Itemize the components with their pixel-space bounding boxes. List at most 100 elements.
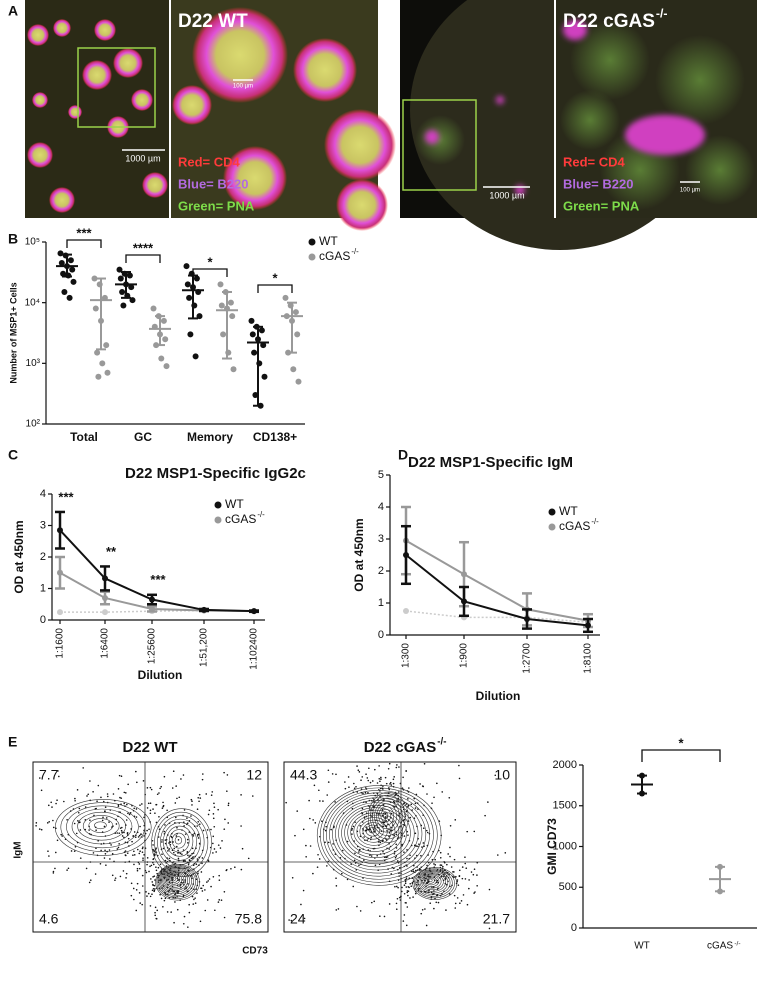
data-point bbox=[99, 360, 106, 367]
event-dot bbox=[183, 821, 185, 824]
series-line bbox=[405, 539, 589, 622]
event-dot bbox=[414, 807, 417, 809]
contour bbox=[376, 803, 397, 830]
event-dot bbox=[330, 828, 332, 831]
event-dot bbox=[370, 901, 373, 904]
y-tick-label: 4 bbox=[378, 501, 384, 513]
event-dot bbox=[370, 836, 372, 839]
y-tick-label: 5 bbox=[378, 469, 384, 481]
event-dot bbox=[365, 801, 367, 804]
event-dot bbox=[217, 901, 220, 903]
event-dot bbox=[135, 770, 137, 773]
event-dot bbox=[134, 836, 137, 838]
event-dot bbox=[240, 868, 243, 871]
contour bbox=[425, 876, 438, 886]
contour bbox=[77, 811, 126, 841]
contour bbox=[359, 819, 388, 843]
event-dot bbox=[412, 870, 415, 873]
event-dot bbox=[101, 819, 104, 822]
event-dot bbox=[192, 903, 195, 905]
event-dot bbox=[422, 785, 425, 788]
event-dot bbox=[396, 897, 399, 900]
event-dot bbox=[341, 872, 343, 875]
scale-bar-label: 1000 µm bbox=[125, 153, 160, 163]
event-dot bbox=[404, 879, 407, 881]
event-dot bbox=[124, 850, 127, 852]
significance-label: * bbox=[678, 735, 684, 750]
event-dot bbox=[152, 848, 154, 851]
event-dot bbox=[406, 891, 409, 894]
event-dot bbox=[141, 803, 143, 805]
event-dot bbox=[218, 879, 221, 881]
event-dot bbox=[123, 836, 125, 839]
event-dot bbox=[358, 864, 360, 867]
event-dot bbox=[223, 771, 225, 774]
event-dot bbox=[407, 804, 410, 807]
event-dot bbox=[240, 825, 242, 827]
event-dot bbox=[125, 872, 128, 875]
event-dot bbox=[380, 778, 382, 780]
event-dot bbox=[344, 781, 346, 783]
event-dot bbox=[241, 847, 244, 850]
event-dot bbox=[77, 820, 79, 822]
event-dot bbox=[73, 850, 76, 852]
event-dot bbox=[149, 905, 152, 907]
flow-title: D22 WT bbox=[122, 739, 177, 756]
event-dot bbox=[174, 901, 176, 903]
event-dot bbox=[455, 875, 457, 878]
data-point bbox=[128, 284, 135, 291]
event-dot bbox=[309, 845, 312, 847]
significance-bracket bbox=[125, 254, 161, 263]
event-dot bbox=[153, 875, 156, 877]
data-point bbox=[218, 302, 225, 309]
event-dot bbox=[217, 808, 219, 811]
event-dot bbox=[204, 889, 206, 891]
series-line bbox=[405, 554, 589, 627]
y-axis-label: OD at 450nm bbox=[352, 518, 366, 591]
event-dot bbox=[206, 881, 208, 883]
event-dot bbox=[402, 920, 405, 922]
event-dot bbox=[194, 897, 196, 899]
event-dot bbox=[403, 884, 406, 886]
event-dot bbox=[494, 774, 497, 777]
event-dot bbox=[219, 847, 222, 849]
event-dot bbox=[197, 833, 199, 836]
event-dot bbox=[126, 803, 128, 806]
contour bbox=[171, 832, 186, 849]
event-dot bbox=[126, 852, 129, 854]
event-dot bbox=[392, 782, 395, 785]
event-dot bbox=[406, 890, 409, 892]
event-dot bbox=[150, 878, 152, 880]
y-axis-label: GMI CD73 bbox=[545, 818, 559, 875]
event-dot bbox=[191, 895, 194, 898]
event-dot bbox=[361, 807, 364, 810]
event-dot bbox=[40, 789, 43, 792]
event-dot bbox=[145, 871, 148, 874]
event-dot bbox=[35, 824, 37, 827]
event-dot bbox=[163, 899, 166, 902]
significance-label: *** bbox=[76, 225, 92, 240]
event-dot bbox=[361, 812, 364, 815]
event-dot bbox=[108, 821, 110, 823]
y-tick-label: 10⁵ bbox=[25, 237, 40, 248]
event-dot bbox=[388, 832, 391, 834]
event-dot bbox=[104, 852, 107, 855]
stain-label: Red= CD4 bbox=[178, 154, 241, 169]
event-dot bbox=[136, 848, 139, 851]
event-dot bbox=[106, 795, 109, 798]
event-dot bbox=[212, 817, 215, 820]
x-tick-label-sup: -/- bbox=[734, 940, 740, 947]
significance-label: * bbox=[207, 254, 213, 269]
event-dot bbox=[424, 908, 426, 910]
event-dot bbox=[433, 863, 435, 865]
event-dot bbox=[346, 840, 349, 843]
flow-frame bbox=[32, 761, 269, 933]
event-dot bbox=[161, 841, 163, 843]
event-dot bbox=[142, 859, 144, 861]
event-dot bbox=[133, 898, 135, 901]
event-dot bbox=[191, 847, 194, 850]
event-dot bbox=[386, 856, 389, 858]
event-dot bbox=[100, 796, 102, 799]
data-point bbox=[158, 355, 165, 362]
contour bbox=[365, 824, 380, 837]
